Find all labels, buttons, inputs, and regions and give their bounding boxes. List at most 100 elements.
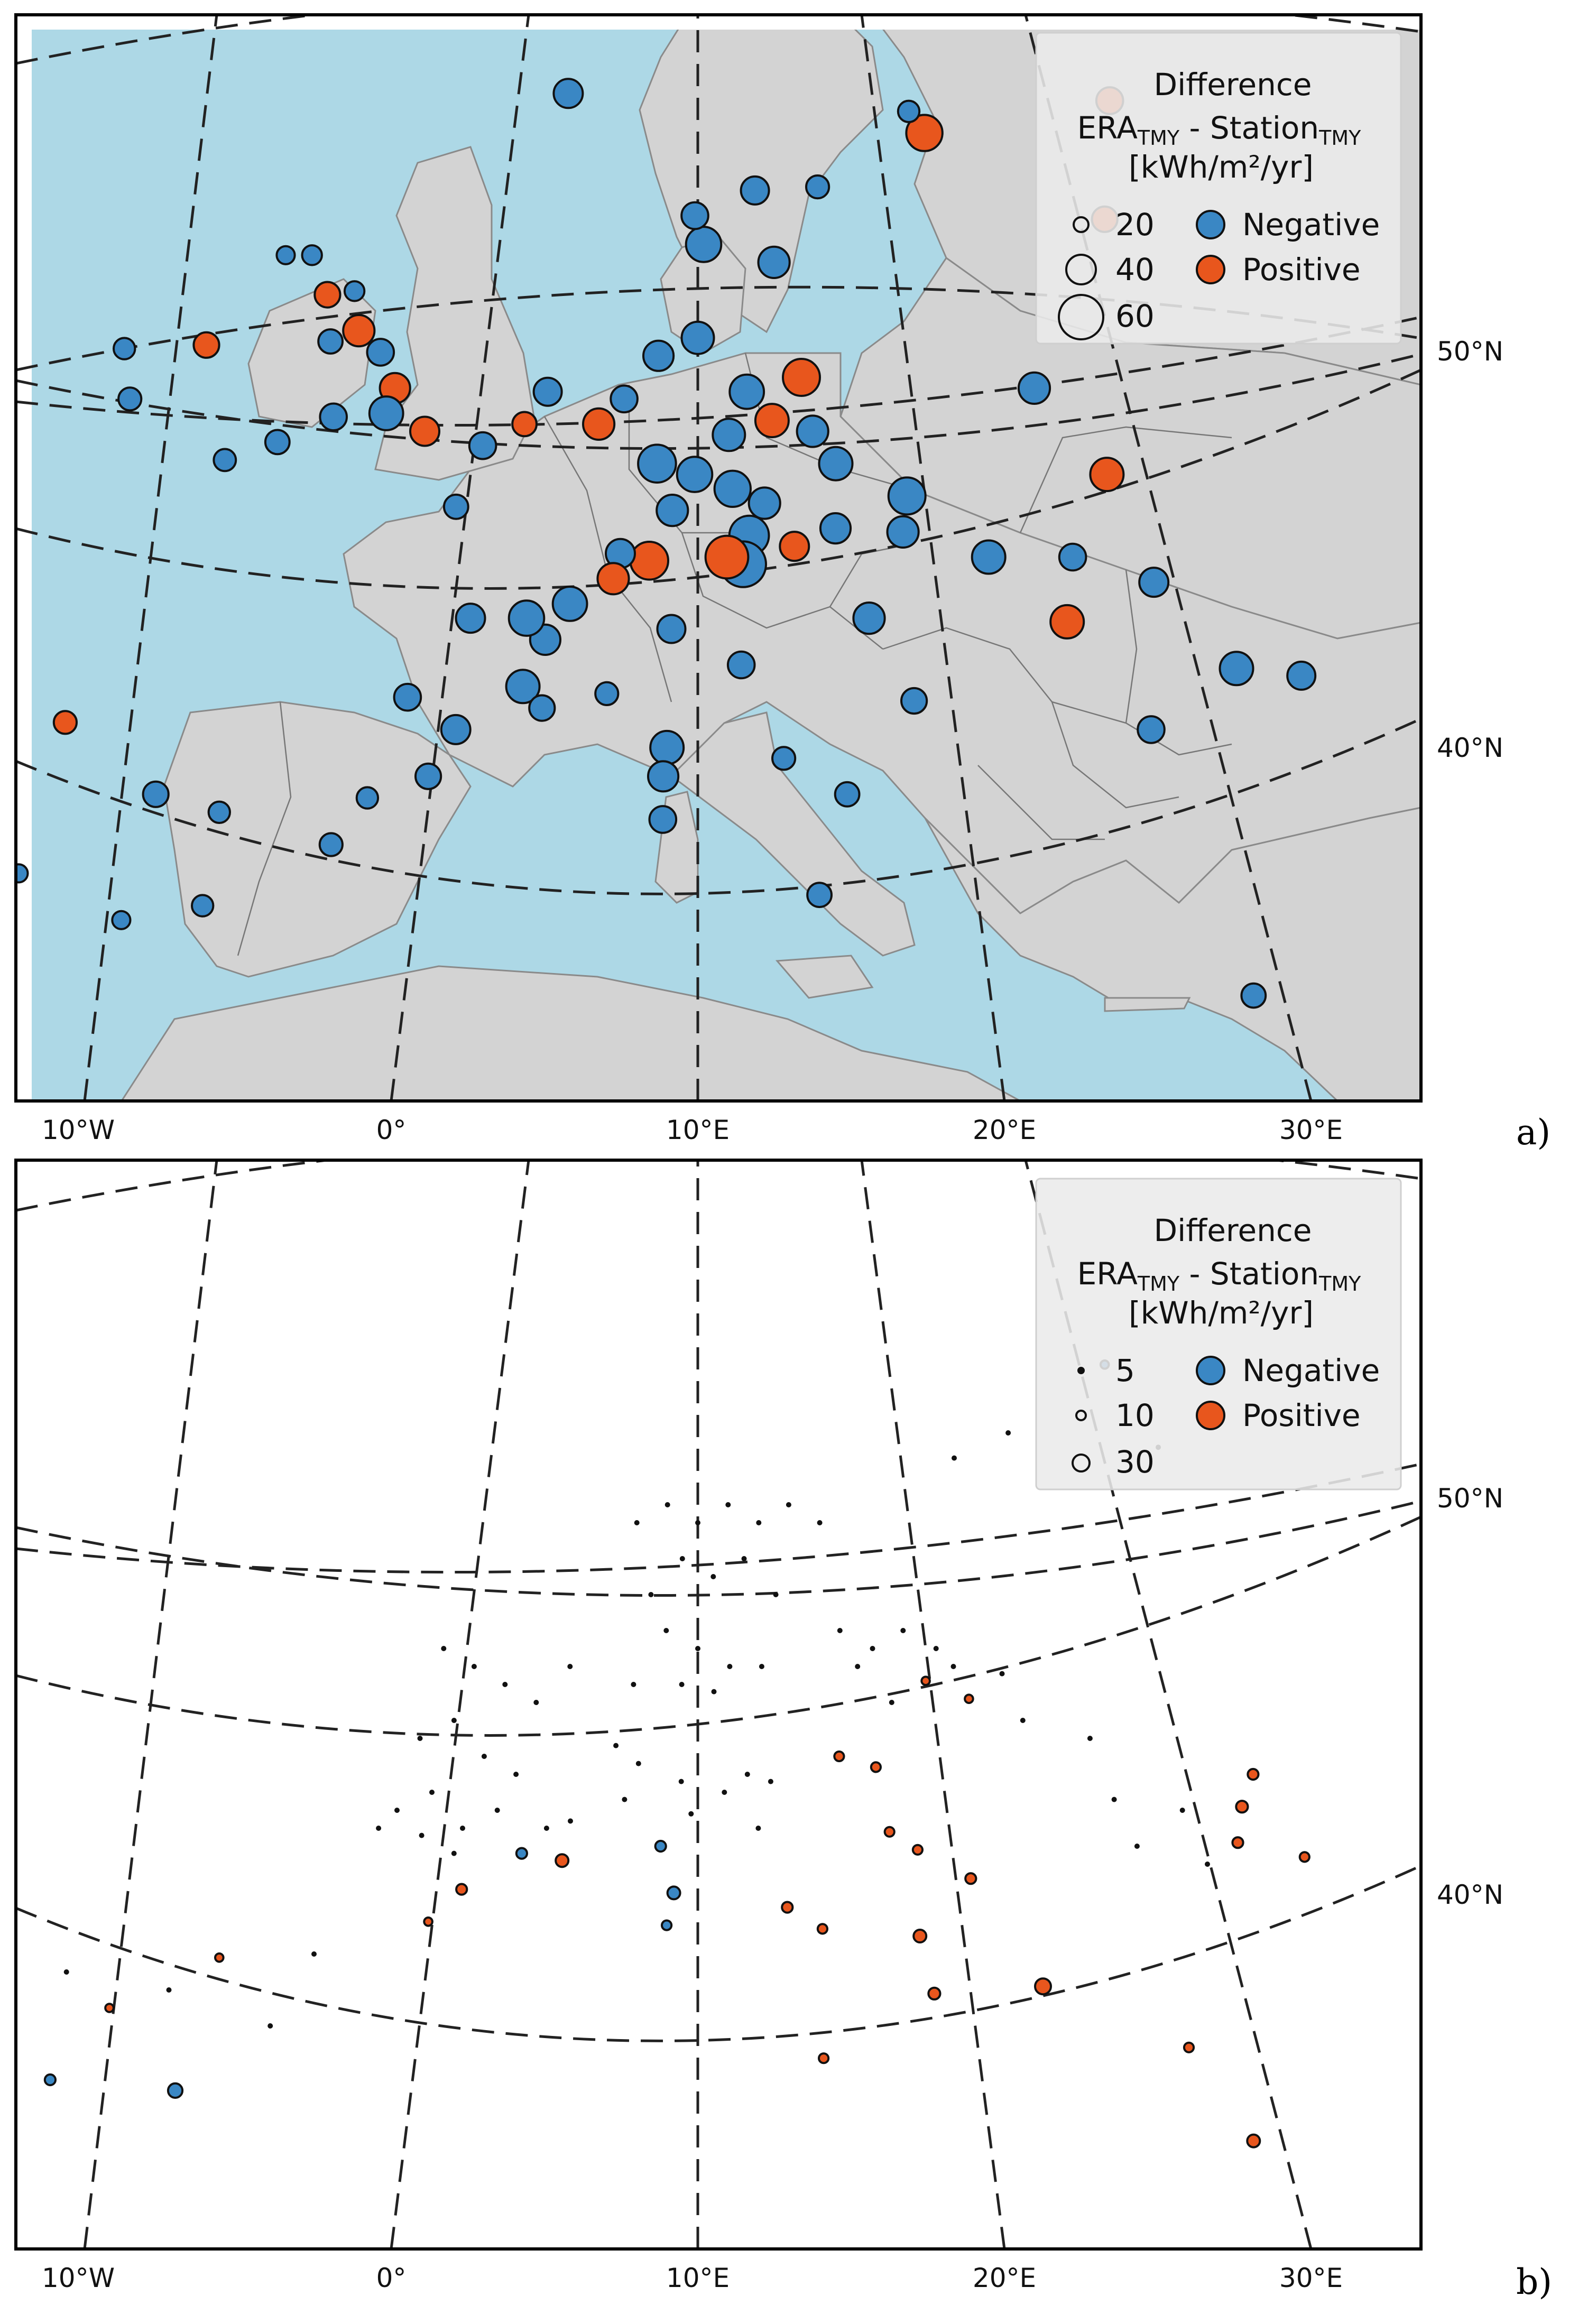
station-marker-minor (481, 1754, 487, 1759)
station-marker-minor (933, 1646, 939, 1651)
station-marker-minor (267, 2023, 273, 2029)
station-marker-pos (754, 403, 790, 439)
legend-a-positive-label: Positive (1242, 252, 1361, 288)
panel-label-a: a) (1516, 1112, 1550, 1153)
station-marker-neg (834, 781, 861, 808)
station-marker-pos (596, 562, 630, 596)
station-marker-minor (688, 1811, 694, 1817)
legend-a-size-label-2: 40 (1115, 252, 1155, 288)
station-marker-pos (214, 1952, 225, 1963)
station-marker-neg (1138, 567, 1170, 598)
station-marker-minor (471, 1664, 477, 1669)
station-marker-neg (796, 414, 829, 448)
station-marker-neg (167, 2082, 184, 2099)
station-marker-minor (1020, 1718, 1026, 1723)
station-marker-minor (568, 1818, 573, 1824)
station-marker-pos (927, 1986, 942, 2001)
station-marker-neg (649, 729, 685, 765)
station-marker-pos (905, 114, 944, 152)
legend-b-positive-swatch (1196, 1401, 1225, 1430)
legend-a-size-marker-2 (1065, 254, 1097, 285)
station-marker-pos (342, 314, 376, 348)
station-marker-minor (634, 1520, 640, 1525)
station-marker-neg (656, 494, 689, 527)
station-marker-pos (511, 411, 538, 438)
station-marker-neg (806, 882, 833, 909)
station-marker-minor (635, 1761, 641, 1766)
station-marker-pos (883, 1826, 896, 1838)
station-marker-neg (528, 694, 556, 722)
station-marker-pos (911, 1844, 924, 1856)
legend-b-size-marker-2 (1075, 1410, 1087, 1421)
station-marker-neg (301, 244, 323, 266)
station-marker-minor (622, 1797, 627, 1802)
legend-a-unit: [kWh/m²/yr] (1129, 149, 1314, 185)
legend-b-negative-swatch (1196, 1356, 1225, 1385)
station-marker-neg (654, 1839, 667, 1853)
station-marker-minor (648, 1592, 654, 1597)
legend-a-title: Difference (1153, 67, 1312, 103)
panel-b: Difference ERATMY - StationTMY [kWh/m²/y… (14, 1159, 1552, 2302)
station-marker-minor (376, 1826, 382, 1831)
station-marker-minor (855, 1664, 861, 1669)
station-marker-neg (343, 280, 366, 302)
station-marker-neg (685, 226, 723, 263)
station-marker-pos (704, 534, 750, 580)
station-marker-minor (451, 1718, 457, 1723)
station-marker-minor (756, 1520, 762, 1525)
station-marker-neg (1137, 715, 1166, 744)
station-marker-pos (781, 1901, 794, 1914)
legend-a: Difference ERATMY - StationTMY [kWh/m²/y… (1035, 32, 1402, 345)
station-marker-pos (1298, 1851, 1310, 1863)
station-marker-pos (1089, 457, 1125, 493)
station-marker-neg (818, 446, 854, 482)
station-markers-b (43, 1359, 1310, 2149)
station-marker-minor (744, 1772, 750, 1777)
lon-label-30e-a: 30°E (1279, 1115, 1343, 1145)
station-marker-neg (713, 469, 752, 508)
station-marker-neg (505, 669, 541, 705)
station-marker-minor (567, 1664, 573, 1669)
legend-b-title: Difference (1153, 1212, 1312, 1248)
legend-a-negative-label: Negative (1242, 207, 1380, 243)
station-marker-neg (507, 599, 546, 637)
station-marker-minor (837, 1628, 843, 1633)
station-marker-neg (757, 245, 791, 279)
station-marker-neg (728, 373, 765, 410)
station-marker-neg (213, 448, 237, 473)
station-marker-minor (63, 1969, 69, 1975)
lon-label-0-b: 0° (376, 2263, 407, 2293)
station-marker-neg (900, 687, 928, 715)
station-marker-neg (366, 338, 395, 367)
map-frame-b (14, 1159, 1423, 2251)
station-marker-pos (1247, 1767, 1260, 1781)
station-marker-pos (1231, 1836, 1244, 1849)
station-marker-neg (551, 586, 588, 622)
station-marker-neg (207, 800, 231, 825)
station-marker-pos (870, 1761, 882, 1773)
station-marker-neg (264, 429, 291, 456)
station-marker-neg (642, 339, 675, 372)
station-marker-pos (1183, 2041, 1195, 2053)
station-marker-minor (900, 1628, 906, 1633)
lon-label-10w-a: 10°W (42, 1115, 115, 1145)
station-marker-minor (631, 1682, 636, 1687)
station-marker-minor (311, 1951, 317, 1957)
station-marker-neg (393, 682, 422, 712)
legend-b-positive-label: Positive (1242, 1397, 1361, 1433)
station-marker-minor (166, 1987, 172, 1993)
station-marker-minor (768, 1779, 773, 1784)
station-marker-pos (912, 1929, 928, 1943)
station-marker-minor (429, 1790, 435, 1795)
station-marker-pos (192, 331, 220, 359)
station-marker-neg (771, 746, 797, 771)
station-marker-minor (817, 1520, 823, 1525)
station-marker-neg (318, 832, 344, 857)
station-marker-neg (726, 650, 756, 680)
station-marker-neg (610, 384, 639, 414)
station-marker-neg (368, 395, 404, 431)
station-marker-minor (1205, 1862, 1210, 1867)
lon-label-0-a: 0° (376, 1115, 407, 1145)
legend-a-positive-swatch (1196, 255, 1225, 284)
